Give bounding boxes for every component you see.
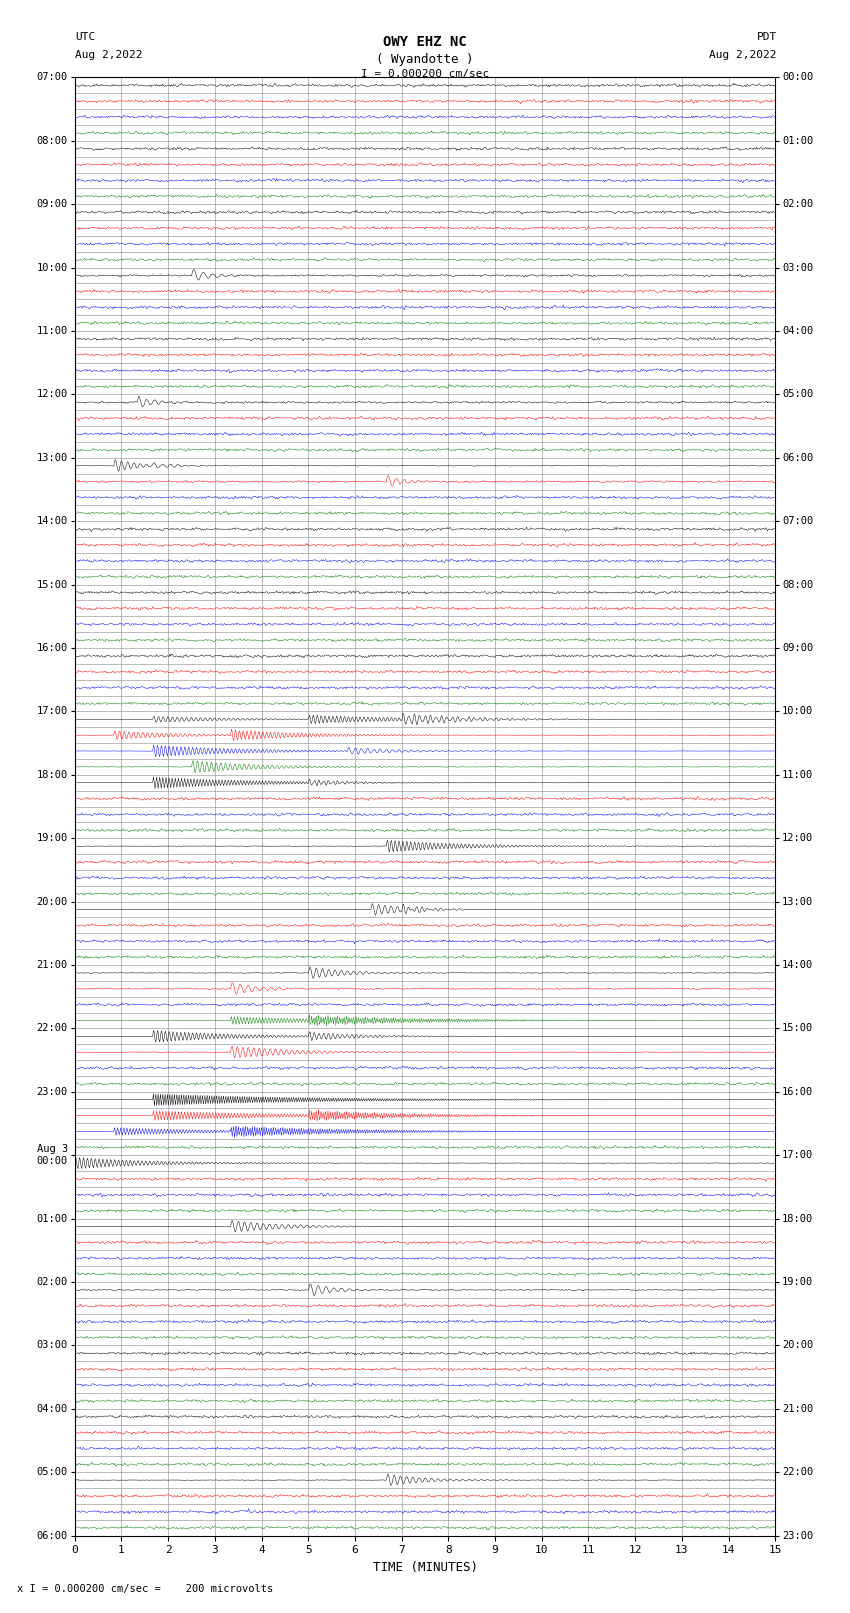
Text: PDT: PDT <box>756 32 777 42</box>
Text: Aug 2,2022: Aug 2,2022 <box>710 50 777 60</box>
X-axis label: TIME (MINUTES): TIME (MINUTES) <box>372 1561 478 1574</box>
Text: I = 0.000200 cm/sec: I = 0.000200 cm/sec <box>361 69 489 79</box>
Text: UTC: UTC <box>75 32 95 42</box>
Text: Aug 2,2022: Aug 2,2022 <box>75 50 142 60</box>
Text: x I = 0.000200 cm/sec =    200 microvolts: x I = 0.000200 cm/sec = 200 microvolts <box>17 1584 273 1594</box>
Text: ( Wyandotte ): ( Wyandotte ) <box>377 53 473 66</box>
Text: OWY EHZ NC: OWY EHZ NC <box>383 35 467 50</box>
